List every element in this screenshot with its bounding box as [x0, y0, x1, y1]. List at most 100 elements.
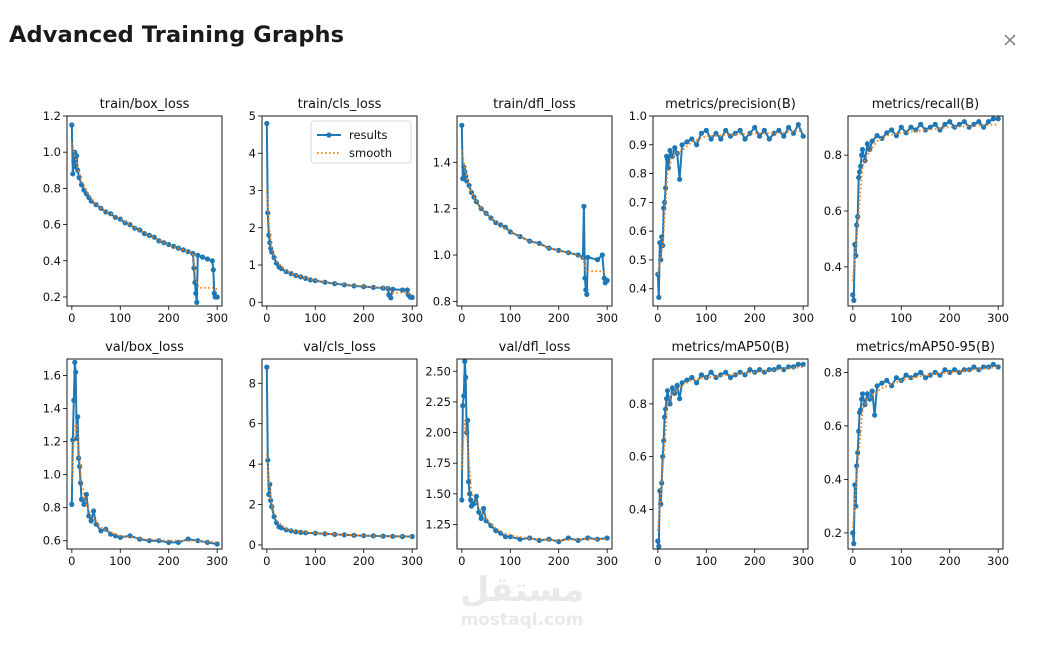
axes-frame — [456, 115, 613, 307]
y-tick-label: 0.6 — [43, 218, 61, 232]
y-tick-label: 0.8 — [43, 181, 61, 195]
plot-area — [459, 122, 610, 297]
results-point — [795, 122, 801, 128]
series-results-line — [70, 362, 218, 545]
results-point — [69, 501, 75, 507]
results-point — [193, 290, 199, 296]
results-point — [694, 380, 700, 386]
results-point — [874, 383, 880, 389]
x-tick-label: 300 — [987, 311, 1009, 325]
results-point — [790, 364, 797, 370]
results-point — [981, 364, 987, 370]
y-tick-label: 0.2 — [43, 290, 61, 304]
x-tick-label: 100 — [695, 554, 717, 568]
y-tick-label: 0.7 — [629, 195, 647, 209]
results-point — [69, 122, 75, 128]
x-tick-label: 300 — [401, 311, 423, 325]
results-point — [723, 127, 729, 133]
results-point — [463, 374, 469, 380]
results-point — [664, 388, 671, 394]
results-point — [677, 176, 683, 182]
close-button[interactable] — [999, 29, 1021, 51]
y-tick-label: 4 — [249, 457, 256, 471]
y-tick-label: 1.4 — [43, 402, 61, 416]
x-tick-label: 200 — [158, 554, 180, 568]
results-point — [856, 428, 862, 434]
results-point — [663, 406, 669, 412]
results-point — [851, 541, 857, 547]
y-tick-label: 1.6 — [43, 369, 61, 383]
x-tick-label: 100 — [109, 554, 131, 568]
results-point — [370, 533, 376, 539]
results-point — [361, 533, 367, 539]
chart-metrics-recall-b-: metrics/recall(B) 0 100 200 300 0.4 0.6 0.8 — [824, 97, 1009, 325]
results-point — [698, 130, 705, 136]
chart-title: val/box_loss — [105, 340, 184, 355]
results-point — [488, 523, 494, 529]
y-tick-label: 0.8 — [433, 294, 451, 308]
results-point — [584, 291, 590, 297]
results-point — [786, 124, 792, 131]
y-tick-label: 1.75 — [425, 456, 451, 470]
results-point — [985, 364, 992, 370]
results-point — [194, 299, 200, 305]
y-tick-label: 0.2 — [824, 526, 842, 540]
results-point — [462, 359, 468, 365]
results-point — [766, 136, 772, 142]
results-point — [460, 403, 466, 409]
results-point — [585, 535, 591, 541]
results-point — [942, 367, 948, 373]
results-point — [674, 382, 680, 388]
results-point — [990, 116, 996, 122]
y-tick-label: 1.4 — [433, 155, 451, 169]
results-point — [74, 153, 80, 159]
results-point — [961, 367, 967, 373]
series-results-line — [70, 124, 218, 303]
results-point — [599, 252, 605, 258]
results-point — [800, 361, 806, 367]
results-point — [757, 133, 763, 139]
results-point — [166, 539, 172, 546]
results-point — [850, 530, 856, 536]
legend-results-label: results — [349, 128, 388, 142]
chart-metrics-precision-b-: metrics/precision(B) 0 100 200 300 0.4 0.5 0.6 0… — [629, 97, 814, 325]
results-point — [727, 374, 734, 381]
x-tick-label: 0 — [458, 311, 465, 325]
y-tick-label: 1.0 — [43, 468, 61, 482]
results-point — [209, 258, 215, 264]
results-point — [581, 203, 587, 209]
y-tick-label: 0.6 — [824, 419, 842, 433]
x-tick-label: 300 — [987, 554, 1009, 568]
results-point — [192, 279, 198, 286]
results-point — [922, 375, 929, 381]
results-point — [141, 231, 148, 237]
y-tick-label: 3 — [249, 184, 256, 198]
plot-area — [655, 122, 806, 300]
results-point — [694, 142, 700, 148]
results-point — [266, 491, 272, 497]
results-point — [517, 536, 523, 542]
series-smooth-line — [460, 150, 608, 275]
results-point — [404, 287, 410, 293]
plot-area — [69, 359, 220, 547]
results-point — [604, 277, 610, 284]
y-tick-label: 0.4 — [824, 260, 842, 274]
x-tick-label: 100 — [499, 554, 521, 568]
y-tick-label: 8 — [249, 376, 256, 390]
y-tick-label: 2 — [249, 498, 256, 512]
results-point — [459, 122, 465, 128]
results-point — [937, 127, 943, 133]
results-point — [859, 391, 866, 397]
results-point — [380, 533, 386, 539]
plot-area — [655, 361, 806, 549]
results-point — [859, 396, 865, 402]
y-tick-label: 0.8 — [43, 501, 61, 515]
results-point — [713, 130, 719, 136]
results-point — [884, 377, 890, 383]
results-point — [214, 294, 220, 300]
x-tick-label: 200 — [939, 311, 961, 325]
results-point — [864, 141, 871, 147]
results-point — [78, 496, 85, 502]
results-point — [889, 127, 895, 133]
y-tick-label: 0.6 — [629, 450, 647, 464]
